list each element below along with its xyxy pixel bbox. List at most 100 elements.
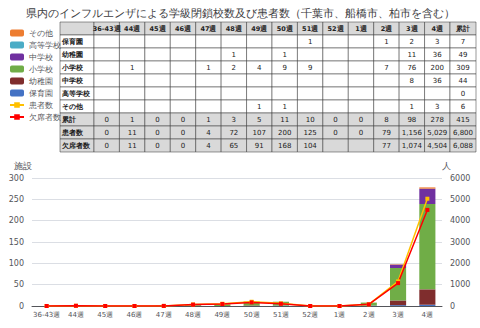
svg-text:3: 3 — [232, 116, 236, 124]
svg-text:3000: 3000 — [450, 238, 470, 247]
svg-text:2: 2 — [232, 64, 236, 72]
svg-text:0: 0 — [181, 129, 185, 137]
svg-text:欠席者数: 欠席者数 — [61, 141, 91, 150]
svg-text:0: 0 — [104, 116, 108, 124]
svg-text:県内のインフルエンザによる学級閉鎖校数及び患者数（千葉市、船: 県内のインフルエンザによる学級閉鎖校数及び患者数（千葉市、船橋市、柏市を含む） — [26, 7, 455, 20]
svg-text:11: 11 — [280, 116, 289, 124]
svg-text:1: 1 — [282, 51, 286, 59]
svg-text:4: 4 — [257, 64, 262, 72]
svg-text:6: 6 — [461, 103, 466, 111]
svg-text:200: 200 — [9, 216, 24, 225]
svg-text:0: 0 — [181, 142, 185, 150]
svg-text:保育園: 保育園 — [61, 37, 83, 46]
svg-text:46週: 46週 — [127, 311, 143, 319]
svg-text:51週: 51週 — [273, 311, 289, 319]
svg-text:125: 125 — [303, 129, 316, 137]
svg-text:9: 9 — [308, 64, 312, 72]
svg-text:11: 11 — [128, 129, 137, 137]
svg-text:1: 1 — [206, 116, 210, 124]
svg-text:0: 0 — [104, 129, 108, 137]
svg-text:3: 3 — [435, 38, 439, 46]
svg-text:施設: 施設 — [14, 161, 32, 171]
svg-text:3週: 3週 — [406, 25, 419, 33]
svg-text:47週: 47週 — [156, 311, 172, 319]
svg-text:1: 1 — [257, 103, 261, 111]
svg-text:415: 415 — [456, 116, 469, 124]
svg-text:保育園: 保育園 — [29, 89, 53, 98]
svg-text:1: 1 — [282, 103, 286, 111]
svg-text:1,074: 1,074 — [402, 142, 423, 150]
svg-text:累計: 累計 — [455, 25, 470, 33]
svg-text:1: 1 — [130, 116, 134, 124]
svg-text:77: 77 — [382, 142, 391, 150]
svg-text:0: 0 — [333, 116, 337, 124]
svg-text:5: 5 — [257, 116, 261, 124]
svg-text:6,088: 6,088 — [453, 142, 473, 150]
svg-text:47週: 47週 — [200, 25, 217, 33]
svg-text:36-43週: 36-43週 — [33, 311, 60, 319]
svg-text:1週: 1週 — [334, 311, 345, 319]
svg-text:1: 1 — [232, 51, 236, 59]
svg-text:36: 36 — [433, 77, 442, 85]
svg-text:278: 278 — [431, 116, 444, 124]
svg-text:高等学校: 高等学校 — [29, 41, 61, 50]
svg-text:0: 0 — [333, 129, 337, 137]
svg-text:76: 76 — [407, 64, 416, 72]
svg-text:幼稚園: 幼稚園 — [61, 51, 83, 59]
svg-text:6,800: 6,800 — [453, 129, 473, 137]
svg-text:中学校: 中学校 — [62, 77, 84, 85]
svg-text:11: 11 — [407, 51, 416, 59]
svg-text:1: 1 — [308, 38, 312, 46]
svg-text:小学校: 小学校 — [29, 65, 53, 74]
svg-text:48週: 48週 — [226, 25, 243, 33]
svg-text:45週: 45週 — [150, 25, 167, 33]
svg-text:0: 0 — [155, 116, 159, 124]
svg-text:2: 2 — [410, 38, 414, 46]
svg-text:0: 0 — [450, 302, 455, 311]
svg-text:1: 1 — [130, 64, 134, 72]
svg-text:51週: 51週 — [302, 25, 319, 33]
svg-text:44週: 44週 — [124, 25, 141, 33]
svg-text:0: 0 — [359, 129, 363, 137]
svg-text:5000: 5000 — [450, 195, 470, 204]
svg-text:9: 9 — [282, 64, 286, 72]
svg-text:3週: 3週 — [392, 311, 403, 319]
svg-text:309: 309 — [456, 64, 469, 72]
svg-text:1週: 1週 — [355, 25, 368, 33]
svg-text:4: 4 — [206, 142, 211, 150]
svg-text:7: 7 — [384, 64, 388, 72]
svg-text:その他: その他 — [62, 103, 84, 111]
svg-text:累計: 累計 — [61, 115, 76, 124]
svg-text:72: 72 — [229, 129, 238, 137]
svg-text:4週: 4週 — [432, 25, 445, 33]
svg-text:0: 0 — [155, 129, 159, 137]
svg-text:8: 8 — [410, 77, 414, 85]
svg-text:6000: 6000 — [450, 174, 470, 183]
svg-text:中学校: 中学校 — [29, 53, 53, 62]
svg-text:2000: 2000 — [450, 259, 470, 268]
svg-text:104: 104 — [303, 142, 317, 150]
svg-text:4: 4 — [206, 129, 211, 137]
svg-text:52週: 52週 — [302, 311, 318, 319]
svg-text:44: 44 — [459, 77, 468, 85]
svg-text:1: 1 — [206, 64, 210, 72]
svg-text:50週: 50週 — [277, 25, 294, 33]
svg-text:2週: 2週 — [363, 311, 374, 319]
svg-text:0: 0 — [181, 116, 185, 124]
svg-text:0: 0 — [155, 142, 159, 150]
svg-text:幼稚園: 幼稚園 — [29, 77, 53, 86]
svg-text:8: 8 — [384, 116, 388, 124]
svg-text:0: 0 — [19, 302, 24, 311]
svg-text:0: 0 — [461, 90, 465, 98]
svg-text:2週: 2週 — [381, 25, 394, 33]
svg-text:46週: 46週 — [175, 25, 192, 33]
svg-text:50週: 50週 — [244, 311, 260, 319]
svg-text:0: 0 — [359, 116, 363, 124]
svg-text:1: 1 — [410, 103, 414, 111]
svg-text:52週: 52週 — [328, 25, 345, 33]
svg-text:250: 250 — [9, 195, 24, 204]
svg-text:1: 1 — [384, 38, 388, 46]
svg-text:150: 150 — [9, 238, 24, 247]
svg-text:その他: その他 — [29, 29, 53, 38]
svg-text:1000: 1000 — [450, 280, 470, 289]
